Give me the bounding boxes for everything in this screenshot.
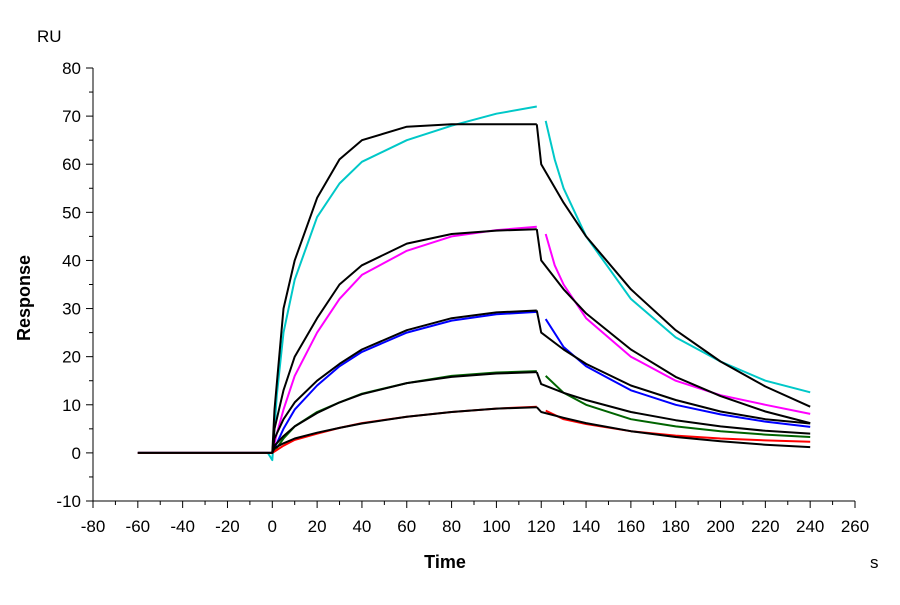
y-tick-label: 60	[62, 155, 81, 174]
x-tick-label: -20	[215, 517, 240, 536]
measured-curve-dissociation	[544, 318, 811, 428]
x-tick-label: 160	[617, 517, 645, 536]
y-tick-label: 80	[62, 59, 81, 78]
y-tick-label: 40	[62, 251, 81, 270]
x-tick-label: 220	[751, 517, 779, 536]
measured-curve-association	[137, 105, 537, 462]
y-tick-label: 10	[62, 396, 81, 415]
y-unit-label: RU	[37, 27, 62, 46]
x-tick-label: -40	[170, 517, 195, 536]
fit-curve-association	[271, 123, 537, 453]
fit-curve-dissociation	[535, 229, 811, 425]
x-tick-label: 40	[352, 517, 371, 536]
y-tick-label: 20	[62, 348, 81, 367]
fit-curve-association	[271, 228, 537, 453]
fit-curve-association	[137, 406, 537, 454]
fit-curve-dissociation	[535, 310, 811, 425]
x-tick-label: 260	[841, 517, 869, 536]
x-tick-label: -60	[126, 517, 151, 536]
measured-curve-association	[137, 370, 537, 454]
fit-curve-dissociation	[535, 124, 811, 408]
x-tick-label: 60	[397, 517, 416, 536]
y-tick-label: 0	[72, 444, 81, 463]
x-tick-label: 180	[662, 517, 690, 536]
y-tick-label: 70	[62, 107, 81, 126]
series-group	[137, 105, 811, 462]
x-tick-label: 80	[442, 517, 461, 536]
measured-curve-association	[137, 405, 537, 454]
x-tick-label: -80	[81, 517, 106, 536]
fit-curve-dissociation	[536, 406, 811, 449]
x-unit-label: s	[870, 553, 879, 572]
x-axis-title: Time	[424, 552, 466, 572]
x-tick-label: 120	[527, 517, 555, 536]
measured-curve-association	[137, 225, 537, 454]
measured-curve-dissociation	[544, 120, 811, 394]
fit-curve-dissociation	[535, 371, 811, 435]
x-tick-label: 240	[796, 517, 824, 536]
y-tick-label: 50	[62, 203, 81, 222]
axes: -10 0 10 20 30 40 50 60 70 80 -80 -60 -40 -20 0 20 40 60 8…	[56, 59, 869, 536]
fit-curve-association	[271, 371, 537, 454]
x-tick-label: 100	[482, 517, 510, 536]
y-tick-label: 30	[62, 300, 81, 319]
x-tick-label: 140	[572, 517, 600, 536]
measured-curve-association	[137, 310, 537, 454]
x-tick-label: 0	[268, 517, 277, 536]
x-tick-label: 20	[308, 517, 327, 536]
measured-curve-dissociation	[544, 233, 811, 415]
fit-curve-association	[271, 309, 537, 454]
y-axis-title: Response	[14, 255, 34, 341]
x-tick-label: 200	[706, 517, 734, 536]
y-tick-label: -10	[56, 492, 81, 511]
